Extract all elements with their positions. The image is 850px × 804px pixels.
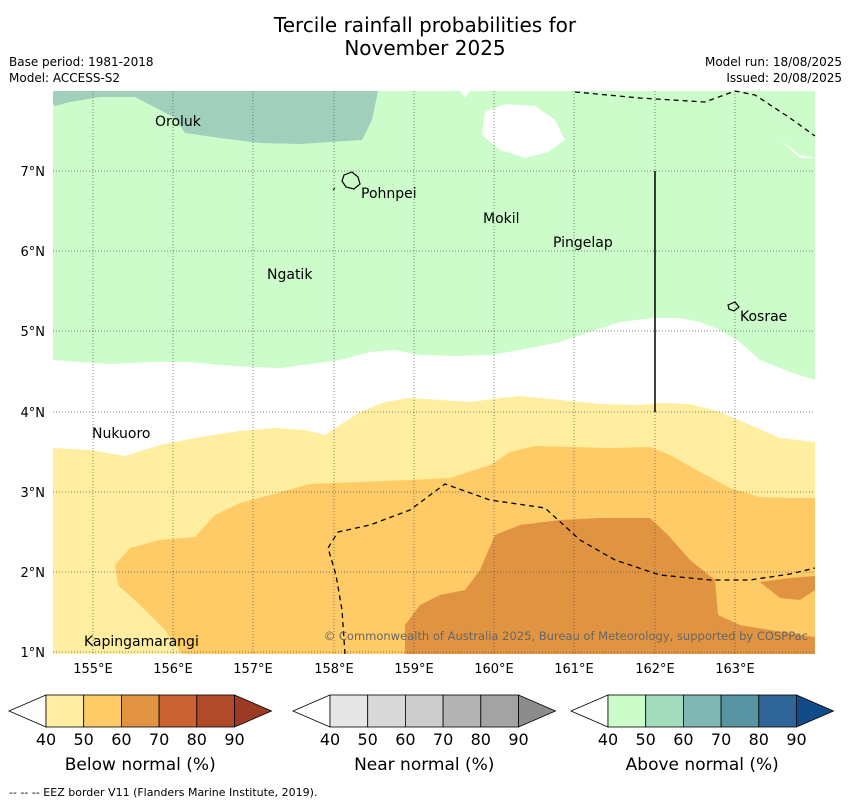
colorbar-tick-label: 80 [470,730,491,749]
above-normal-40-50-region [53,91,815,380]
white-patch [482,104,565,158]
colorbar-high-extension [234,694,273,728]
lon-label-162: 162°E [635,662,675,677]
place-label-ngatik: Ngatik [267,267,313,283]
colorbar-tick-label: 50 [357,730,378,749]
colorbar-tick-label: 70 [432,730,454,749]
map-shading [53,91,815,654]
lon-label-160: 160°E [474,662,514,677]
model-name: Model: ACCESS-S2 [9,71,121,85]
lat-label-4: 4°N [21,406,46,421]
colorbar-high-extension [796,694,835,728]
colorbar-segment [720,694,760,728]
eez-footer-note: -- -- -- EEZ border V11 (Flanders Marine… [9,786,318,799]
below-normal-60-70-east-patch [760,576,815,600]
colorbar-high-extension [518,694,557,728]
colorbar-segment [196,694,235,728]
colorbar-segment [607,694,647,728]
colorbar-segment [367,694,406,728]
place-label-oroluk: Oroluk [155,114,202,130]
colorbar-tick-label: 60 [673,730,694,749]
colorbar-tick-label: 60 [111,730,132,749]
colorbar-3 [569,694,835,728]
place-label-kosrae: Kosrae [740,309,787,325]
colorbar-title: Below normal (%) [64,755,216,775]
meta-left: Base period: 1981-2018 Model: ACCESS-S2 [9,54,154,86]
colorbar-tick-label: 50 [635,730,656,749]
colorbar-segment [121,694,160,728]
base-period: Base period: 1981-2018 [9,55,154,69]
place-label-nukuoro: Nukuoro [92,426,150,442]
lon-label-157: 157°E [233,662,273,677]
colorbar-tick-label: 90 [224,730,245,749]
colorbar-segment [758,694,797,728]
pohnpei-island-outline [341,171,361,190]
colorbar-tick-label: 70 [148,730,170,749]
colorbar-tick-label: 80 [186,730,207,749]
colorbar-2 [291,694,557,728]
colorbar-low-extension [7,694,47,728]
colorbar-segment [83,694,122,728]
meta-right: Model run: 18/08/2025 Issued: 20/08/2025 [705,54,842,86]
lon-label-156: 156°E [153,662,193,677]
colorbar-segment [683,694,722,728]
below-normal-60-70-region [405,518,815,654]
above-normal-50-60-region [53,91,378,144]
lon-label-163: 163°E [715,662,755,677]
title-line-2: November 2025 [344,36,506,60]
colorbars [7,694,835,728]
lon-label-155: 155°E [73,662,113,677]
title-line-1: Tercile rainfall probabilities for [273,13,577,37]
colorbar-segment [45,694,85,728]
colorbar-segment [158,694,198,728]
colorbar-1 [7,694,273,728]
issued-date: Issued: 20/08/2025 [726,71,842,85]
colorbar-tick-label: 40 [597,730,619,749]
colorbar-tick-label: 40 [319,730,341,749]
lat-label-7: 7°N [21,165,46,180]
colorbar-tick-label: 90 [786,730,807,749]
lat-label-6: 6°N [21,245,46,260]
place-label-pingelap: Pingelap [553,235,613,251]
colorbar-segment [404,694,444,728]
colorbar-segment [329,694,369,728]
colorbar-tick-label: 70 [710,730,732,749]
chart-title: Tercile rainfall probabilities for Novem… [0,14,850,60]
model-run: Model run: 18/08/2025 [704,55,842,69]
colorbar-tick-label: 50 [73,730,94,749]
lon-label-159: 159°E [394,662,434,677]
copyright-note: © Commonwealth of Australia 2025, Bureau… [324,629,808,643]
lat-label-2: 2°N [21,566,46,581]
colorbar-title: Above normal (%) [625,755,779,775]
colorbar-low-extension [291,694,331,728]
colorbar-tick-label: 60 [395,730,416,749]
pohnpei-islet-mark [332,187,336,191]
colorbar-tick-label: 80 [748,730,769,749]
eez-border [327,90,816,655]
lat-label-3: 3°N [21,486,46,501]
place-label-kapingamarangi: Kapingamarangi [84,634,199,650]
lat-label-1: 1°N [21,646,46,661]
colorbar-low-extension [569,694,609,728]
graticule [53,91,815,654]
lat-label-5: 5°N [21,325,46,340]
colorbar-title: Near normal (%) [354,755,495,775]
colorbar-segment [442,694,482,728]
colorbar-segment [645,694,684,728]
place-label-pohnpei: Pohnpei [361,186,417,202]
colorbar-tick-label: 90 [508,730,529,749]
lon-label-158: 158°E [314,662,354,677]
colorbar-tick-label: 40 [35,730,57,749]
kosrae-island-outline [727,301,740,312]
colorbar-segment [480,694,519,728]
lon-label-161: 161°E [554,662,594,677]
place-label-mokil: Mokil [483,211,520,227]
